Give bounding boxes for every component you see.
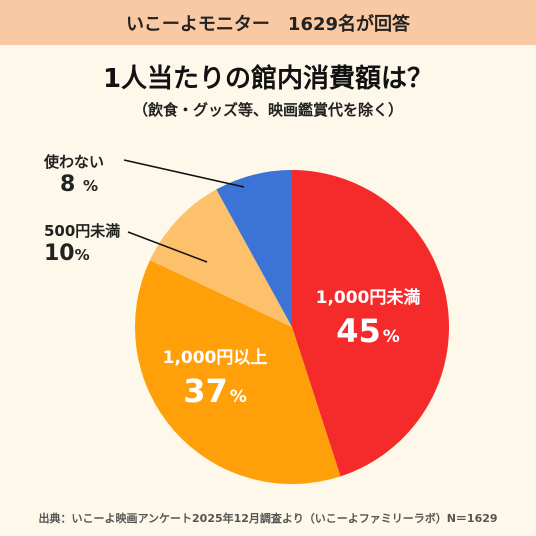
leader-line-none [123,159,245,188]
slice-none [216,170,292,327]
label-none: 使わない 8 % [44,151,104,197]
slice-under1000 [292,170,450,477]
slice-pct-under1000: 45% [336,312,400,350]
label-under500: 500円未満 10% [44,220,120,266]
slice-label-none: 使わない [44,153,105,171]
slice-label-over1000: 1,000円以上 [162,348,268,368]
slice-under500 [149,189,292,327]
header-banner: いこーよモニター 1629名が回答 [0,0,536,45]
slice-pct-over1000: 37% [183,372,247,410]
label-under1000: 1,000円未満 45% [298,283,438,350]
slice-pct-none: 8 % [60,172,98,197]
chart-title: 1人当たりの館内消費額は？ [102,64,434,94]
chart-subtitle: （飲食・グッズ等、映画鑑賞代を除く） [132,101,403,119]
label-over1000: 1,000円以上 37% [140,343,290,410]
slice-label-under1000: 1,000円未満 [315,288,421,308]
slice-pct-under500: 10% [44,241,90,266]
source-note: 出典：いこーよ映画アンケート2025年12月調査より（いこーよファミリーラボ）N… [38,512,498,525]
slice-label-under500: 500円未満 [44,222,121,240]
leader-line-under500 [127,231,208,263]
slice-over1000 [135,260,341,484]
